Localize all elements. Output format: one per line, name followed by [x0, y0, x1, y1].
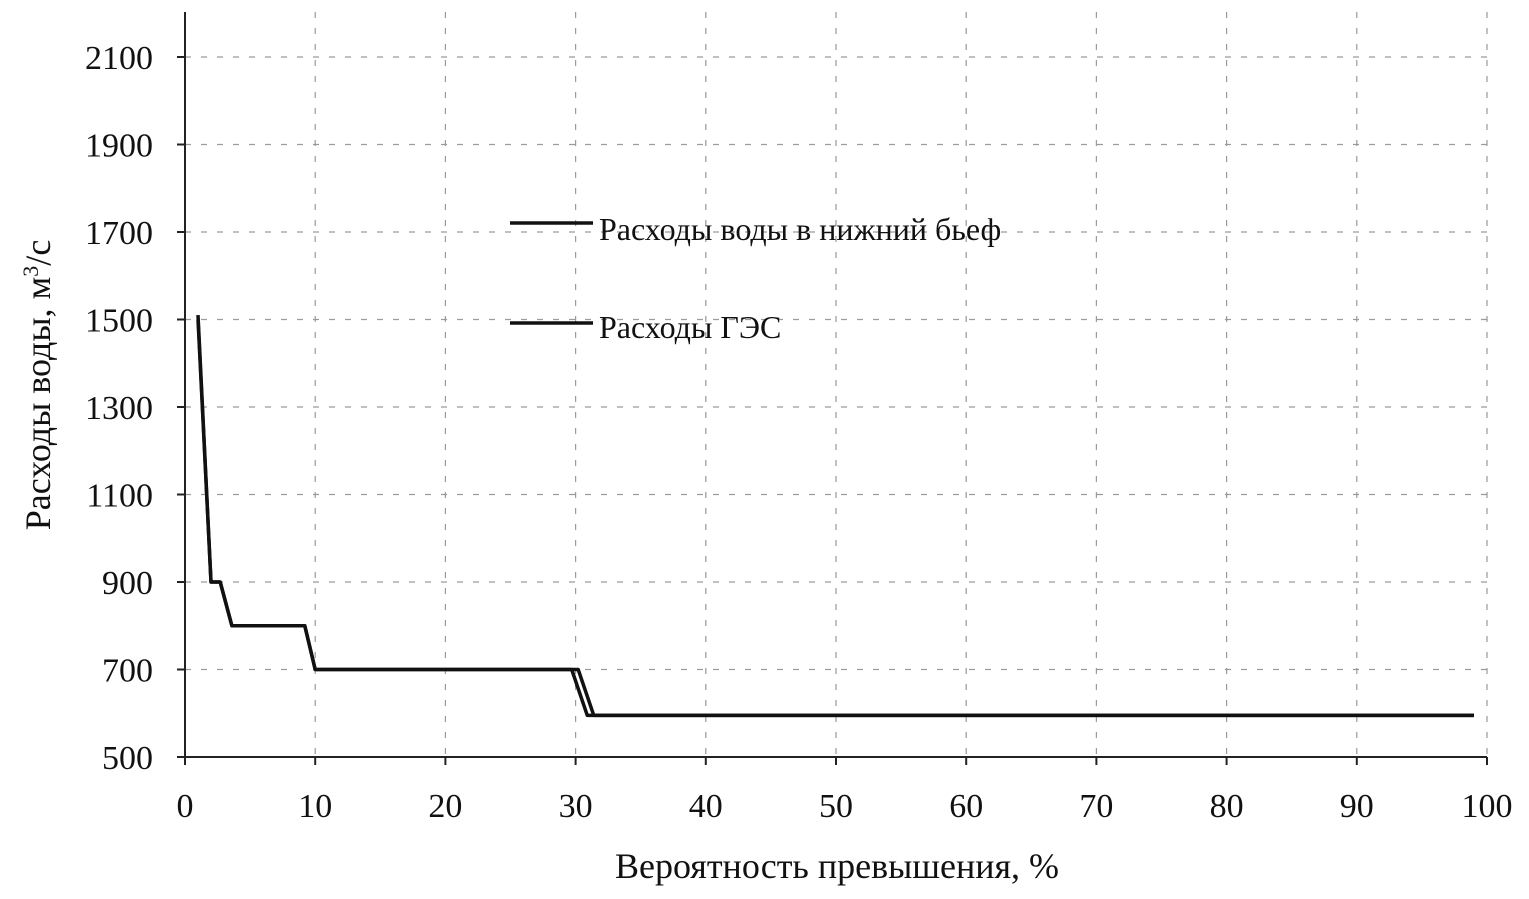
- y-tick-label-700: 700: [102, 653, 153, 690]
- y-tick-label-1900: 1900: [85, 128, 153, 165]
- x-axis-title: Вероятность превышения, %: [615, 846, 1059, 886]
- y-axis-title-sup: 3: [18, 266, 43, 277]
- x-tick-label-100: 100: [1462, 788, 1513, 825]
- y-tick-label-2100: 2100: [85, 40, 153, 77]
- x-tick-label-40: 40: [689, 788, 723, 825]
- x-tick-label-0: 0: [177, 788, 194, 825]
- legend: Расходы воды в нижний бьеф Расходы ГЭС: [510, 211, 1001, 345]
- y-axis-title: Расходы воды, м3/с: [18, 240, 58, 531]
- y-tick-label-1700: 1700: [85, 215, 153, 252]
- y-tick-label-1100: 1100: [86, 478, 153, 515]
- y-tick-label-1500: 1500: [85, 303, 153, 340]
- y-axis-title-tail: /с: [18, 240, 58, 266]
- x-tick-label-30: 30: [559, 788, 593, 825]
- series-line-1: [196, 319, 1474, 718]
- x-tick-label-60: 60: [949, 788, 983, 825]
- x-tick-label-50: 50: [819, 788, 853, 825]
- x-tick-label-70: 70: [1079, 788, 1113, 825]
- grid: [185, 12, 1488, 757]
- y-tick-label-500: 500: [102, 740, 153, 777]
- x-tick-label-90: 90: [1340, 788, 1374, 825]
- y-ticks: 500 700 900 1100 1300 1500 1700 1900 2100: [85, 40, 185, 777]
- y-axis-title-main: Расходы воды, м: [18, 277, 58, 531]
- x-ticks: 0 10 20 30 40 50 60 70 80 90 100: [177, 757, 1513, 825]
- x-tick-label-20: 20: [428, 788, 462, 825]
- y-tick-label-1300: 1300: [85, 390, 153, 427]
- y-tick-label-900: 900: [102, 565, 153, 602]
- x-tick-label-10: 10: [298, 788, 332, 825]
- x-tick-label-80: 80: [1210, 788, 1244, 825]
- legend-label-lower-pool: Расходы воды в нижний бьеф: [599, 211, 1001, 247]
- legend-label-hpp: Расходы ГЭС: [599, 309, 781, 345]
- series: [196, 315, 1474, 718]
